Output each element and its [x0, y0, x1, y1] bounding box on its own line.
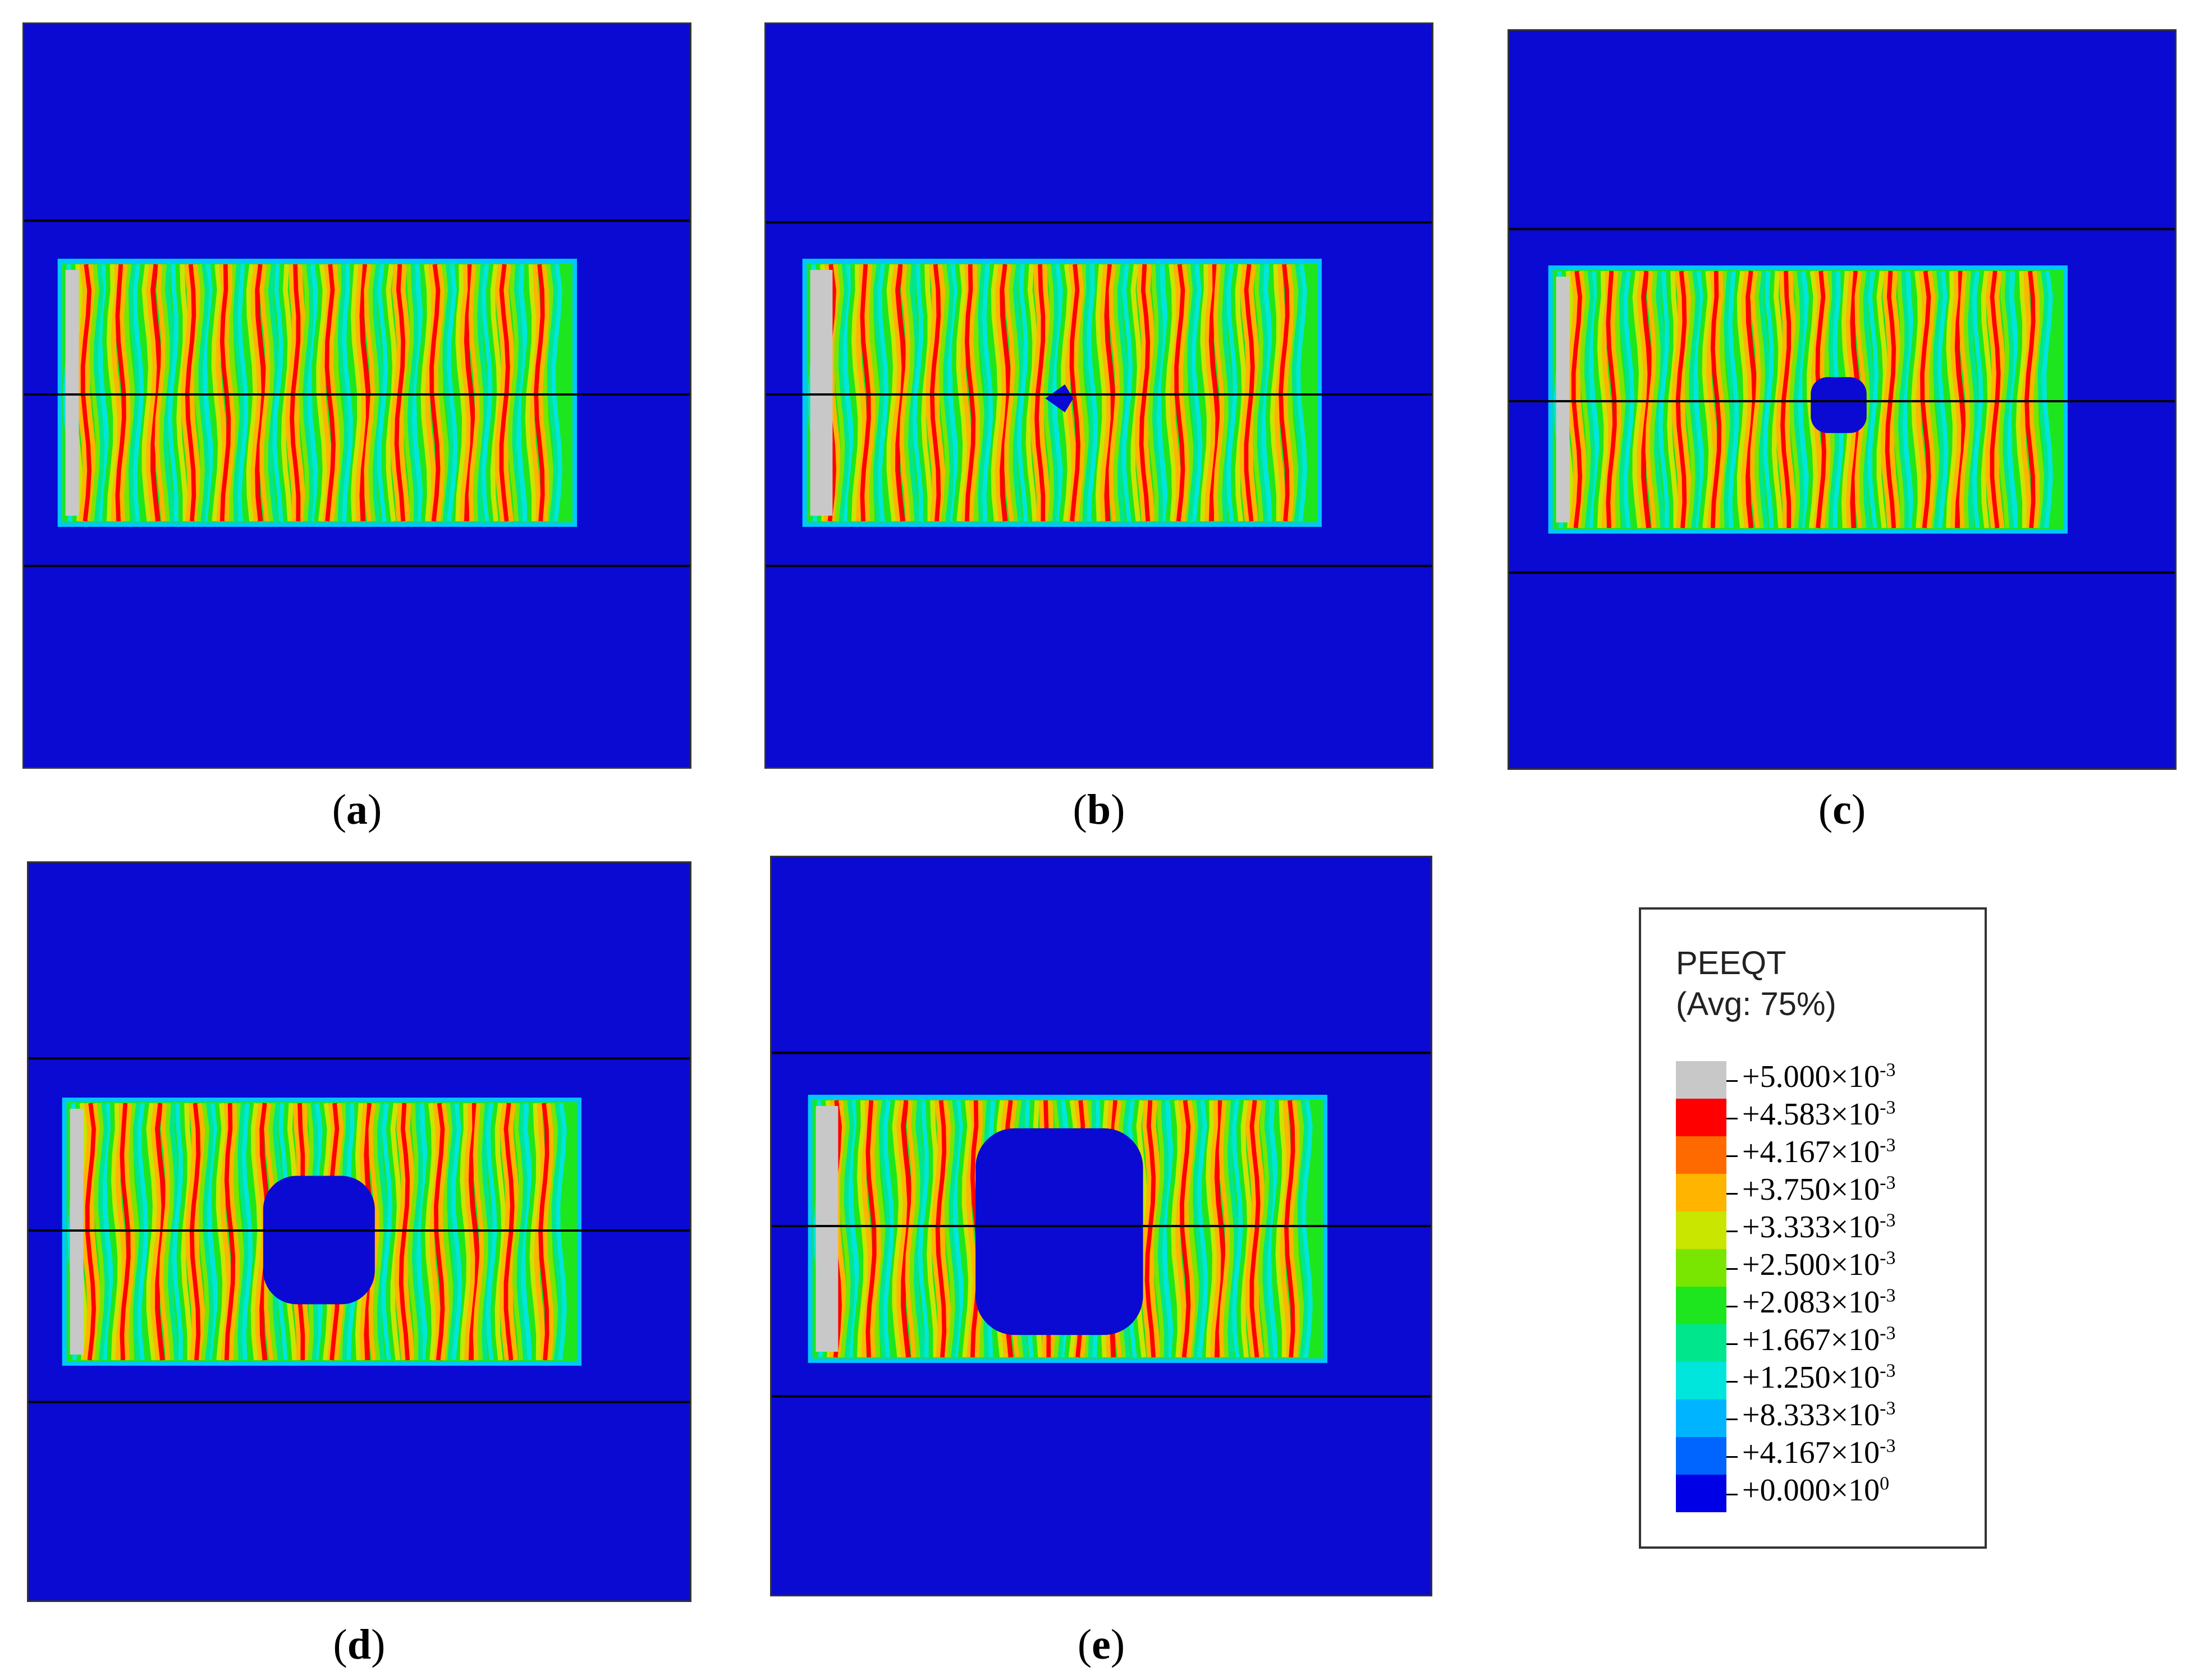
contour-panel-e — [770, 856, 1432, 1596]
legend-tick — [1726, 1456, 1738, 1458]
legend-label: +4.167×10-3 — [1742, 1134, 1896, 1169]
legend-tick — [1726, 1192, 1738, 1195]
contour-plot-b — [766, 221, 1432, 567]
caption-c-letter: c — [1832, 786, 1852, 833]
legend-title: PEEQT — [1676, 945, 1786, 981]
legend-label: +1.667×10-3 — [1742, 1322, 1896, 1357]
contour-panel-c — [1508, 29, 2177, 770]
caption-d-letter: d — [347, 1621, 372, 1668]
contour-panel-d — [27, 861, 691, 1602]
legend-tick — [1726, 1268, 1738, 1270]
legend-label: +8.333×10-3 — [1742, 1397, 1896, 1433]
legend-swatch — [1676, 1437, 1726, 1475]
legend-tick — [1726, 1155, 1738, 1157]
legend-swatch — [1676, 1399, 1726, 1437]
legend-label: +3.750×10-3 — [1742, 1172, 1896, 1207]
caption-c: (c) — [1818, 786, 1866, 833]
legend-label: +0.000×100 — [1742, 1472, 1890, 1508]
caption-b: (b) — [1073, 786, 1125, 833]
legend-label: +4.583×10-3 — [1742, 1096, 1896, 1132]
legend-tick — [1726, 1305, 1738, 1307]
legend-swatch — [1676, 1249, 1726, 1287]
legend-tick — [1726, 1230, 1738, 1232]
legend-swatch — [1676, 1475, 1726, 1512]
legend-swatch — [1676, 1099, 1726, 1136]
legend-label: +1.250×10-3 — [1742, 1360, 1896, 1395]
caption-e: (e) — [1077, 1621, 1125, 1668]
contour-plot-c — [1509, 228, 2175, 574]
contour-plot-a — [24, 219, 690, 567]
legend-swatch — [1676, 1287, 1726, 1324]
legend-tick — [1726, 1380, 1738, 1383]
legend-tick — [1726, 1343, 1738, 1345]
legend-swatch — [1676, 1174, 1726, 1211]
legend-subtitle: (Avg: 75%) — [1676, 986, 1836, 1022]
legend-label: +4.167×10-3 — [1742, 1435, 1896, 1470]
legend-swatch — [1676, 1324, 1726, 1362]
contour-panel-a — [22, 22, 691, 769]
legend-tick — [1726, 1493, 1738, 1495]
contour-panel-b — [764, 22, 1433, 769]
legend-label: +5.000×10-3 — [1742, 1059, 1896, 1094]
legend-label: +2.083×10-3 — [1742, 1284, 1896, 1320]
caption-a-letter: a — [346, 786, 368, 833]
contour-plot-d — [29, 1057, 690, 1403]
legend-swatch — [1676, 1211, 1726, 1249]
legend-swatch — [1676, 1136, 1726, 1174]
legend-swatch — [1676, 1362, 1726, 1399]
caption-d: (d) — [333, 1621, 386, 1668]
legend-tick — [1726, 1117, 1738, 1119]
caption-b-letter: b — [1087, 786, 1111, 833]
caption-a: (a) — [332, 786, 382, 833]
legend-label: +3.333×10-3 — [1742, 1209, 1896, 1245]
legend-tick — [1726, 1080, 1738, 1082]
caption-e-letter: e — [1092, 1621, 1111, 1668]
legend-swatch — [1676, 1061, 1726, 1099]
color-legend: PEEQT (Avg: 75%) +5.000×10-3 +4.583×10-3 +… — [1639, 907, 1987, 1549]
legend-tick — [1726, 1418, 1738, 1420]
contour-plot-e — [772, 1052, 1431, 1398]
legend-label: +2.500×10-3 — [1742, 1247, 1896, 1282]
